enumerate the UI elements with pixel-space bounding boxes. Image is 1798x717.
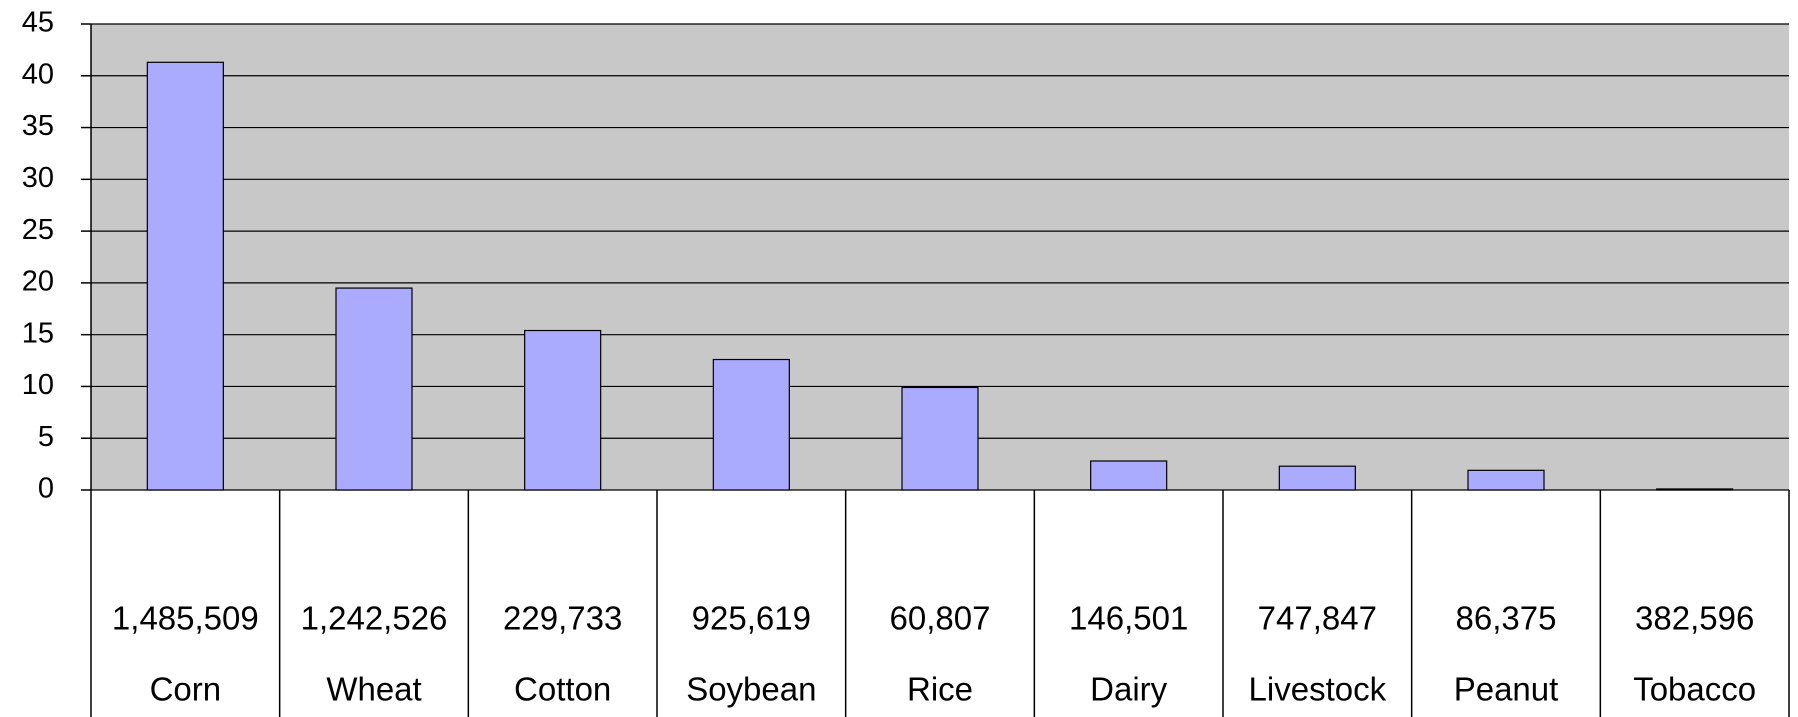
bar <box>712 358 790 491</box>
bar <box>335 287 413 491</box>
category-count: 86,375 <box>1456 600 1557 637</box>
category-count: 925,619 <box>692 600 811 637</box>
y-tick-label: 35 <box>22 110 54 142</box>
category-count: 229,733 <box>503 600 622 637</box>
bar <box>1467 469 1545 491</box>
category-count: 747,847 <box>1258 600 1377 637</box>
y-tick-label: 15 <box>22 317 54 349</box>
x-tick-label: Cotton <box>514 671 611 708</box>
bar <box>1278 465 1356 491</box>
x-tick-label: Livestock <box>1249 671 1387 708</box>
x-tick-label: Rice <box>907 671 973 708</box>
bar <box>524 329 602 491</box>
y-tick-label: 20 <box>22 266 54 298</box>
bar <box>1656 488 1734 491</box>
category-count: 1,242,526 <box>301 600 448 637</box>
bar <box>901 386 979 491</box>
x-tick-label: Dairy <box>1090 671 1168 708</box>
category-count: 1,485,509 <box>112 600 259 637</box>
bar <box>1090 460 1168 491</box>
y-tick-label: 5 <box>38 421 54 453</box>
y-tick-label: 10 <box>22 369 54 401</box>
x-tick-label: Tobacco <box>1633 671 1756 708</box>
y-tick-label: 30 <box>22 162 54 194</box>
x-tick-label: Soybean <box>686 671 816 708</box>
y-tick-label: 45 <box>22 7 54 39</box>
category-count: 60,807 <box>890 600 991 637</box>
x-tick-label: Corn <box>150 671 222 708</box>
y-tick-label: 40 <box>22 58 54 90</box>
y-tick-label: 0 <box>38 473 54 505</box>
x-tick-label: Wheat <box>326 671 421 708</box>
bar <box>146 61 224 491</box>
category-count: 146,501 <box>1069 600 1188 637</box>
category-count: 382,596 <box>1635 600 1754 637</box>
x-tick-label: Peanut <box>1454 671 1559 708</box>
y-tick-label: 25 <box>22 214 54 246</box>
